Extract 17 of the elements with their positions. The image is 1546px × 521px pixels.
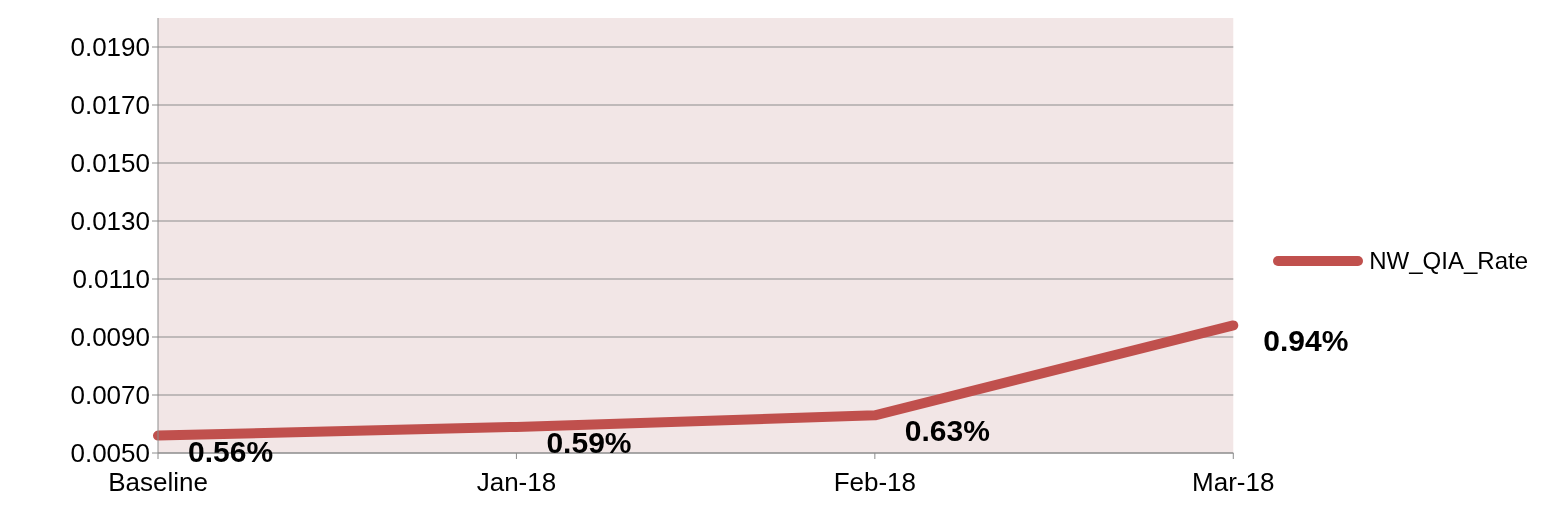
data-label: 0.94%: [1263, 324, 1349, 358]
y-tick-label: 0.0110: [72, 264, 150, 295]
y-tick-label: 0.0150: [70, 148, 150, 179]
data-label: 0.56%: [188, 434, 274, 468]
y-tick-label: 0.0190: [70, 32, 150, 63]
x-tick-label: Feb-18: [833, 467, 917, 498]
x-tick-label: Baseline: [108, 467, 208, 498]
y-tick-label: 0.0070: [70, 380, 150, 411]
data-label: 0.59%: [546, 425, 632, 459]
x-tick-label: Jan-18: [476, 467, 557, 498]
x-tick-label: Mar-18: [1192, 467, 1275, 498]
data-label: 0.63%: [904, 414, 990, 448]
y-tick-label: 0.0090: [70, 322, 150, 353]
y-tick-label: 0.0170: [70, 90, 150, 121]
y-tick-label: 0.0050: [70, 438, 150, 469]
legend-label: NW_QIA_Rate: [1369, 246, 1528, 275]
y-tick-label: 0.0130: [70, 206, 150, 237]
